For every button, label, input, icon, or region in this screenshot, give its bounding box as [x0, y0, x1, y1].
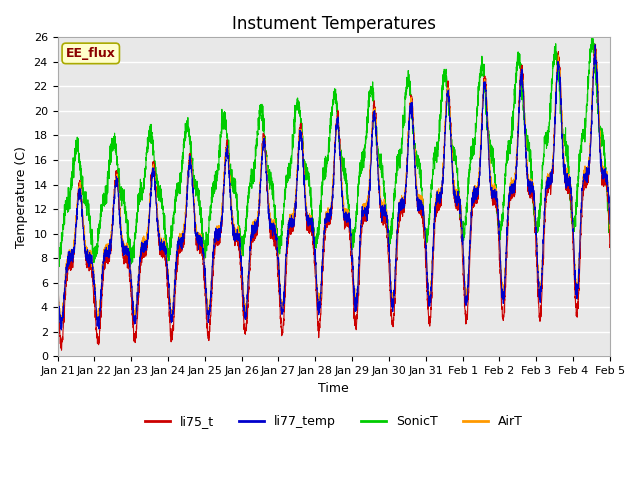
AirT — [58, 321, 66, 326]
li77_temp — [314, 286, 321, 291]
AirT — [489, 191, 497, 196]
SonicT — [314, 235, 321, 241]
li77_temp — [153, 214, 161, 219]
li75_t — [458, 236, 465, 241]
li77_temp — [54, 288, 61, 294]
AirT — [427, 284, 435, 289]
Text: EE_flux: EE_flux — [66, 47, 116, 60]
AirT — [153, 203, 161, 209]
Line: SonicT: SonicT — [58, 37, 610, 267]
li75_t — [606, 242, 614, 248]
li75_t — [489, 203, 497, 208]
Legend: li75_t, li77_temp, SonicT, AirT: li75_t, li77_temp, SonicT, AirT — [140, 410, 527, 433]
li77_temp — [427, 285, 435, 290]
li75_t — [58, 348, 65, 353]
SonicT — [153, 181, 161, 187]
li77_temp — [58, 327, 65, 333]
AirT — [605, 213, 613, 219]
li75_t — [54, 303, 61, 309]
li75_t — [153, 207, 161, 213]
SonicT — [605, 227, 613, 233]
Line: li75_t: li75_t — [58, 44, 610, 350]
SonicT — [427, 194, 435, 200]
li75_t — [591, 41, 599, 47]
SonicT — [489, 145, 497, 151]
AirT — [606, 226, 614, 231]
SonicT — [54, 264, 62, 270]
SonicT — [606, 217, 614, 223]
li75_t — [427, 305, 435, 311]
Line: AirT: AirT — [58, 50, 610, 324]
AirT — [314, 282, 321, 288]
AirT — [458, 219, 465, 225]
li75_t — [314, 308, 321, 313]
X-axis label: Time: Time — [318, 382, 349, 395]
SonicT — [458, 232, 465, 238]
Title: Instument Temperatures: Instument Temperatures — [232, 15, 436, 33]
Line: li77_temp: li77_temp — [58, 45, 610, 330]
li77_temp — [489, 188, 497, 194]
AirT — [591, 48, 599, 53]
li77_temp — [606, 221, 614, 227]
li75_t — [605, 232, 613, 238]
Y-axis label: Temperature (C): Temperature (C) — [15, 146, 28, 248]
SonicT — [54, 253, 61, 259]
li77_temp — [605, 205, 613, 211]
SonicT — [588, 35, 595, 40]
li77_temp — [591, 42, 599, 48]
li77_temp — [458, 218, 465, 224]
AirT — [54, 275, 61, 280]
